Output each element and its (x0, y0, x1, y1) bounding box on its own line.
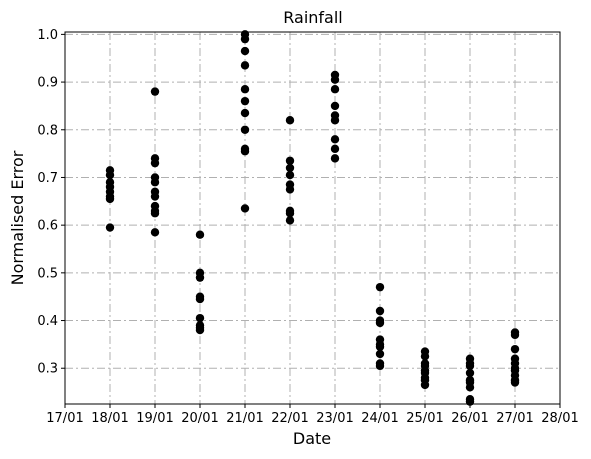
data-point (150, 178, 160, 187)
y-tick-label: 1.0 (37, 28, 58, 43)
data-point (510, 344, 520, 354)
y-tick-label: 0.7 (37, 171, 58, 186)
data-point (285, 170, 295, 180)
x-tick-label: 24/01 (361, 411, 398, 426)
y-tick-label: 0.6 (37, 219, 58, 234)
data-point (240, 46, 250, 56)
x-tick-label: 27/01 (496, 411, 533, 426)
y-tick-label: 0.8 (37, 123, 58, 138)
data-point (375, 318, 385, 328)
data-point (105, 170, 115, 180)
data-point (195, 273, 205, 282)
data-point (375, 342, 385, 351)
data-point (375, 349, 385, 359)
data-point (375, 282, 385, 292)
data-point (330, 116, 340, 125)
data-point (240, 85, 250, 94)
plot-frame (64, 31, 561, 405)
data-point (195, 325, 205, 335)
x-tick-label: 26/01 (451, 411, 488, 426)
data-points (105, 30, 520, 406)
data-point (195, 313, 205, 323)
data-point (150, 228, 160, 237)
data-point (105, 194, 115, 204)
axis-ticks: 17/01 18/01 19/01 20/01 21/01 22/01 23/01 24/01… (37, 28, 578, 426)
data-point (150, 209, 160, 218)
x-axis-label: Date (293, 429, 331, 448)
data-point (195, 294, 205, 304)
data-point (240, 147, 250, 156)
data-point (150, 192, 160, 201)
data-point (240, 34, 250, 44)
data-point (150, 87, 160, 96)
y-tick-label: 0.5 (37, 266, 58, 281)
data-point (420, 352, 430, 361)
data-point (330, 135, 340, 144)
data-point (285, 163, 295, 173)
data-point (285, 156, 295, 165)
x-tick-label: 25/01 (406, 411, 443, 426)
data-point (285, 185, 295, 194)
data-point (465, 383, 475, 392)
data-point (285, 116, 295, 125)
x-tick-label: 17/01 (46, 411, 83, 426)
y-tick-label: 0.3 (37, 362, 58, 377)
data-point (240, 108, 250, 118)
x-tick-label: 28/01 (541, 411, 578, 426)
data-point (465, 361, 475, 371)
x-tick-label: 19/01 (136, 411, 173, 426)
data-point (510, 330, 520, 340)
x-tick-label: 18/01 (91, 411, 128, 426)
data-point (195, 230, 205, 239)
data-point (240, 125, 250, 134)
data-point (330, 101, 340, 111)
data-point (330, 154, 340, 163)
data-point (240, 204, 250, 213)
data-point (375, 361, 385, 371)
data-point (150, 158, 160, 168)
data-point (330, 144, 340, 154)
y-tick-label: 0.4 (37, 314, 58, 329)
grid (65, 32, 560, 404)
chart-title: Rainfall (283, 8, 342, 27)
data-point (465, 368, 475, 378)
x-tick-label: 21/01 (226, 411, 263, 426)
data-point (375, 306, 385, 316)
x-tick-label: 20/01 (181, 411, 218, 426)
data-point (420, 380, 430, 390)
y-axis-label: Normalised Error (8, 150, 27, 285)
data-point (510, 378, 520, 387)
data-point (240, 96, 250, 106)
data-point (330, 75, 340, 84)
x-tick-label: 23/01 (316, 411, 353, 426)
y-tick-label: 0.9 (37, 76, 58, 91)
data-point (330, 85, 340, 94)
x-tick-label: 22/01 (271, 411, 308, 426)
data-point (240, 61, 250, 70)
data-point (285, 209, 295, 218)
data-point (285, 216, 295, 225)
data-point (105, 223, 115, 232)
